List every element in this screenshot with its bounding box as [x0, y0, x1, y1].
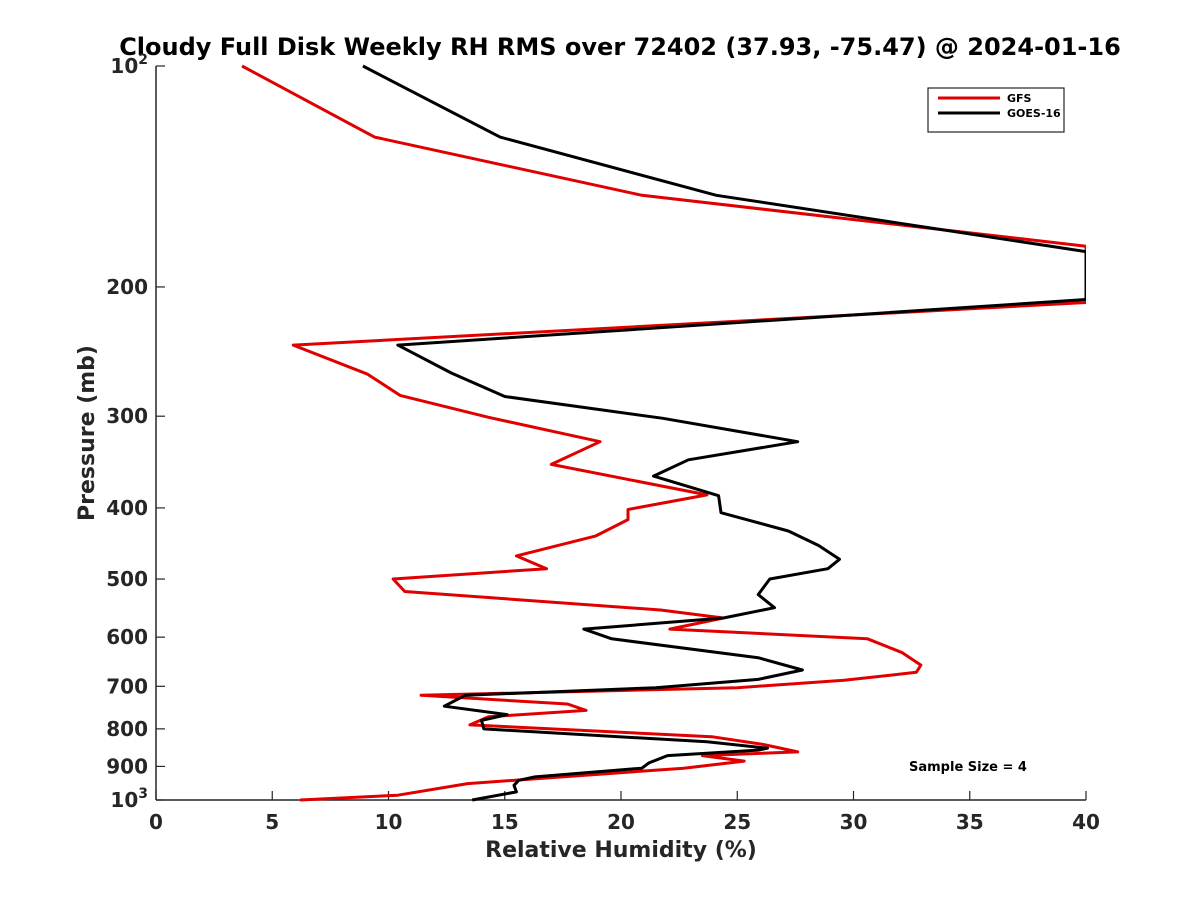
legend-label: GOES-16 [1007, 107, 1061, 120]
sample-size-annotation: Sample Size = 4 [909, 760, 1027, 775]
axes: 0 5 10 15 20 25 30 35 40 102 200 300 400 500 600 700 800… [106, 52, 1100, 834]
x-tick-label: 30 [840, 810, 868, 834]
x-tick-label: 0 [149, 810, 163, 834]
x-tick-label: 10 [375, 810, 403, 834]
legend-label: GFS [1007, 92, 1032, 105]
x-tick-label: 20 [607, 810, 635, 834]
x-axis-label: Relative Humidity (%) [485, 838, 757, 863]
series-line-goes-16 [362, 64, 1086, 802]
y-tick-label: 500 [106, 567, 148, 591]
y-tick-label: 800 [106, 717, 148, 741]
x-tick-label: 5 [265, 810, 279, 834]
y-tick-label: 600 [106, 625, 148, 649]
x-tick-label: 40 [1072, 810, 1100, 834]
chart-title: Cloudy Full Disk Weekly RH RMS over 7240… [119, 33, 1121, 61]
x-tick-label: 15 [491, 810, 519, 834]
y-tick-label: 900 [106, 754, 148, 778]
y-tick-label: 102 [110, 52, 148, 78]
y-tick-label: 400 [106, 496, 148, 520]
legend: GFS GOES-16 [927, 87, 1065, 133]
series-lines [241, 64, 1086, 802]
legend-box [927, 87, 1065, 133]
series-line-gfs [241, 64, 1086, 802]
y-tick-label: 300 [106, 404, 148, 428]
x-tick-label: 35 [956, 810, 984, 834]
y-tick-label: 700 [106, 674, 148, 698]
y-axis-label: Pressure (mb) [75, 345, 100, 521]
x-tick-label: 25 [723, 810, 751, 834]
y-tick-label: 103 [110, 786, 148, 812]
y-tick-label: 200 [106, 275, 148, 299]
